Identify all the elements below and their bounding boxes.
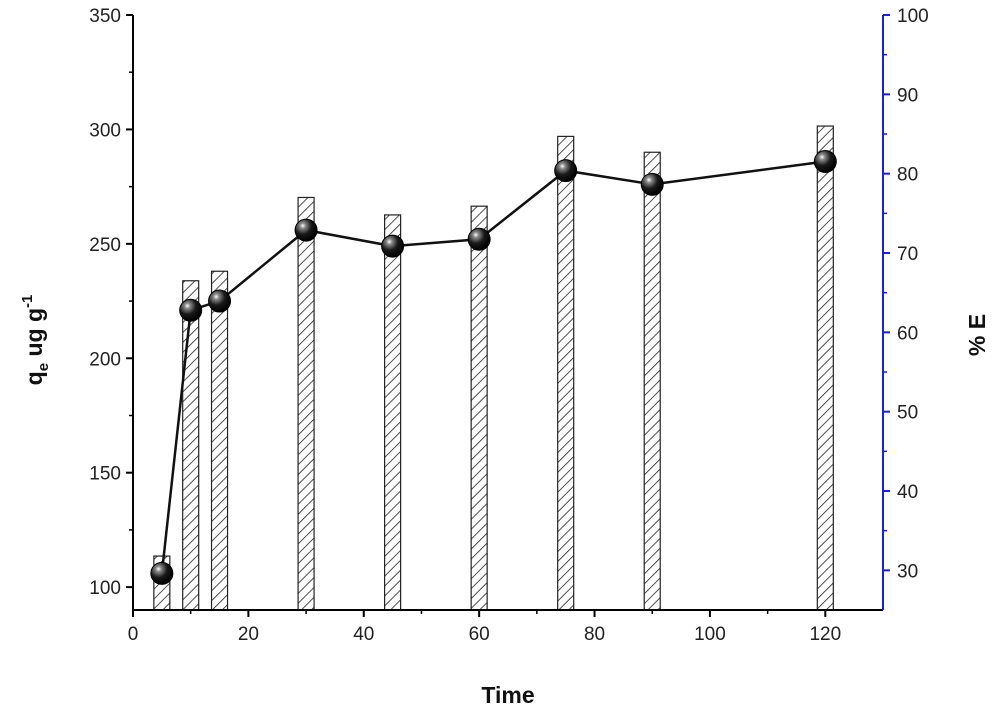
left-tick-label: 300 <box>89 120 121 141</box>
bar <box>182 280 200 611</box>
right-axis-title: % E <box>964 314 990 356</box>
data-point <box>640 172 664 196</box>
left-axis-title-sub: e <box>35 363 52 371</box>
left-tick-label: 150 <box>89 464 121 485</box>
series-line <box>160 160 826 574</box>
bar <box>210 270 229 611</box>
right-tick-label: 30 <box>897 561 918 582</box>
right-tick-label: 70 <box>897 244 918 265</box>
left-axis-title-sup: -1 <box>19 295 36 308</box>
right-tick-label: 100 <box>897 6 929 27</box>
left-tick-label: 100 <box>89 578 121 599</box>
x-tick-label: 80 <box>584 624 605 645</box>
right-tick-label: 90 <box>897 85 918 106</box>
left-axis-title-rest: ug g <box>21 308 47 363</box>
bar <box>557 135 575 611</box>
data-point <box>554 159 578 183</box>
left-tick-label: 250 <box>89 235 121 256</box>
x-axis-ticks: 0 20 40 60 80 100 120 <box>128 610 841 645</box>
x-tick-label: 120 <box>809 624 841 645</box>
line-series <box>160 160 826 574</box>
left-tick-label: 350 <box>89 6 121 27</box>
data-point <box>813 149 837 173</box>
data-point <box>150 561 174 585</box>
right-tick-label: 40 <box>897 482 918 503</box>
bar <box>384 214 402 611</box>
right-axis-ticks: 30 40 50 60 70 80 90 100 <box>883 6 929 582</box>
bar <box>643 151 661 611</box>
left-tick-label: 200 <box>89 349 121 370</box>
x-tick-label: 40 <box>353 624 374 645</box>
x-tick-label: 60 <box>469 624 490 645</box>
x-tick-label: 100 <box>694 624 726 645</box>
left-axis-title-main: q <box>21 371 47 385</box>
point-series <box>150 149 837 585</box>
bar-series <box>153 125 834 611</box>
data-point <box>294 218 318 242</box>
x-tick-label: 20 <box>238 624 259 645</box>
data-point <box>179 298 203 322</box>
right-tick-label: 80 <box>897 165 918 186</box>
right-tick-label: 60 <box>897 323 918 344</box>
x-tick-label: 0 <box>128 624 139 645</box>
left-axis-title: qe ug g-1 <box>19 295 52 386</box>
data-point <box>381 234 405 258</box>
left-axis-ticks: 100 150 200 250 300 350 <box>89 6 133 599</box>
bar <box>297 196 315 611</box>
data-point <box>208 289 232 313</box>
bar <box>816 125 834 611</box>
right-tick-label: 50 <box>897 403 918 424</box>
bar <box>470 205 488 611</box>
data-point <box>467 227 491 251</box>
x-axis-title: Time <box>481 682 534 708</box>
